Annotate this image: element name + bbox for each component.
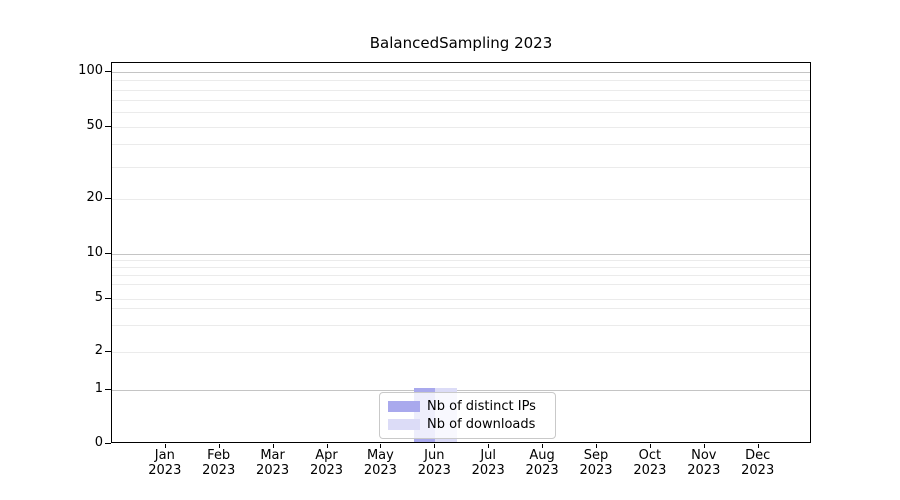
x-tick-month: Nov <box>691 448 717 463</box>
x-tick-year: 2023 <box>525 463 559 478</box>
y-minor-gridline <box>112 144 810 145</box>
y-tick-mark <box>105 71 111 72</box>
x-tick-year: 2023 <box>417 463 451 478</box>
y-minor-gridline <box>112 267 810 268</box>
x-tick-label: Dec 2023 <box>726 448 790 478</box>
y-minor-gridline <box>112 167 810 168</box>
x-tick-label: Nov 2023 <box>672 448 736 478</box>
y-tick-label: 20 <box>86 190 103 205</box>
x-tick-label: Oct 2023 <box>618 448 682 478</box>
y-minor-gridline <box>112 325 810 326</box>
x-tick-month: Jul <box>480 448 497 463</box>
x-tick-year: 2023 <box>202 463 236 478</box>
y-tick-mark <box>105 253 111 254</box>
legend-row: Nb of distinct IPs <box>388 399 547 414</box>
x-tick-month: Jan <box>154 448 175 463</box>
x-tick-mark <box>380 444 382 448</box>
y-tick-label: 10 <box>86 245 103 260</box>
x-tick-label: Jul 2023 <box>456 448 520 478</box>
legend-label: Nb of downloads <box>427 416 536 432</box>
y-minor-gridline <box>112 284 810 285</box>
x-tick-label: Sep 2023 <box>564 448 628 478</box>
x-tick-label: Apr 2023 <box>295 448 359 478</box>
y-tick-label: 0 <box>94 435 103 450</box>
x-tick-mark <box>218 444 220 448</box>
x-tick-mark <box>596 444 597 448</box>
y-tick-mark <box>105 351 111 352</box>
bars-layer <box>112 63 810 442</box>
x-tick-month: Oct <box>638 448 662 463</box>
y-minor-gridline <box>112 112 810 113</box>
y-minor-gridline <box>112 275 810 276</box>
x-tick-month: May <box>366 448 394 463</box>
x-tick-mark <box>488 444 490 448</box>
y-tick-mark <box>105 298 111 299</box>
x-tick-mark <box>542 444 544 448</box>
y-gridline <box>112 390 810 391</box>
x-tick-year: 2023 <box>309 463 344 478</box>
y-gridline <box>112 199 810 200</box>
gridlines-layer <box>112 63 810 442</box>
x-tick-year: 2023 <box>579 463 613 478</box>
legend: Nb of distinct IPs Nb of downloads <box>379 392 556 439</box>
x-tick-year: 2023 <box>741 463 775 478</box>
y-gridline <box>112 352 810 353</box>
y-tick-label: 100 <box>78 63 103 78</box>
x-tick-mark <box>703 444 705 448</box>
x-tick-year: 2023 <box>256 463 290 478</box>
y-tick-mark <box>105 443 111 444</box>
chart-title: BalancedSampling 2023 <box>369 34 553 52</box>
legend-swatch <box>388 418 420 430</box>
x-tick-mark <box>326 444 328 448</box>
legend-swatch <box>388 401 420 413</box>
x-tick-year: 2023 <box>471 463 505 478</box>
x-tick-month: Sep <box>583 448 609 463</box>
legend-row: Nb of downloads <box>388 417 547 432</box>
x-tick-month: Jun <box>424 448 445 463</box>
x-tick-mark <box>434 444 436 448</box>
x-tick-mark <box>164 444 166 448</box>
y-minor-gridline <box>112 308 810 309</box>
x-tick-label: May 2023 <box>348 448 412 478</box>
x-tick-month: Mar <box>260 448 285 463</box>
y-tick-label: 5 <box>94 290 103 305</box>
x-tick-year: 2023 <box>363 463 397 478</box>
x-tick-mark <box>757 444 759 448</box>
x-tick-label: Jan 2023 <box>133 448 197 478</box>
y-tick-mark <box>105 389 111 390</box>
x-tick-mark <box>649 444 651 448</box>
y-gridline <box>112 254 810 255</box>
y-gridline <box>112 299 810 300</box>
y-minor-gridline <box>112 100 810 101</box>
plot-area: Nb of distinct IPs Nb of downloads <box>111 62 811 443</box>
x-tick-label: Jun 2023 <box>402 448 466 478</box>
x-tick-month: Aug <box>529 448 555 463</box>
x-tick-month: Apr <box>315 448 338 463</box>
legend-label: Nb of distinct IPs <box>427 399 536 415</box>
y-tick-label: 50 <box>86 118 103 133</box>
x-tick-label: Aug 2023 <box>510 448 574 478</box>
x-tick-year: 2023 <box>687 463 721 478</box>
y-tick-mark <box>105 126 111 127</box>
x-tick-month: Dec <box>745 448 771 463</box>
y-tick-label: 1 <box>94 381 103 396</box>
x-tick-label: Feb 2023 <box>187 448 251 478</box>
x-tick-mark <box>272 444 274 448</box>
y-minor-gridline <box>112 260 810 261</box>
x-tick-label: Mar 2023 <box>241 448 305 478</box>
x-tick-year: 2023 <box>633 463 667 478</box>
y-minor-gridline <box>112 90 810 91</box>
y-tick-label: 2 <box>94 343 103 358</box>
y-gridline <box>112 72 810 73</box>
y-gridline <box>112 127 810 128</box>
y-tick-mark <box>105 198 111 199</box>
x-tick-year: 2023 <box>148 463 182 478</box>
x-tick-month: Feb <box>207 448 231 463</box>
y-minor-gridline <box>112 80 810 81</box>
